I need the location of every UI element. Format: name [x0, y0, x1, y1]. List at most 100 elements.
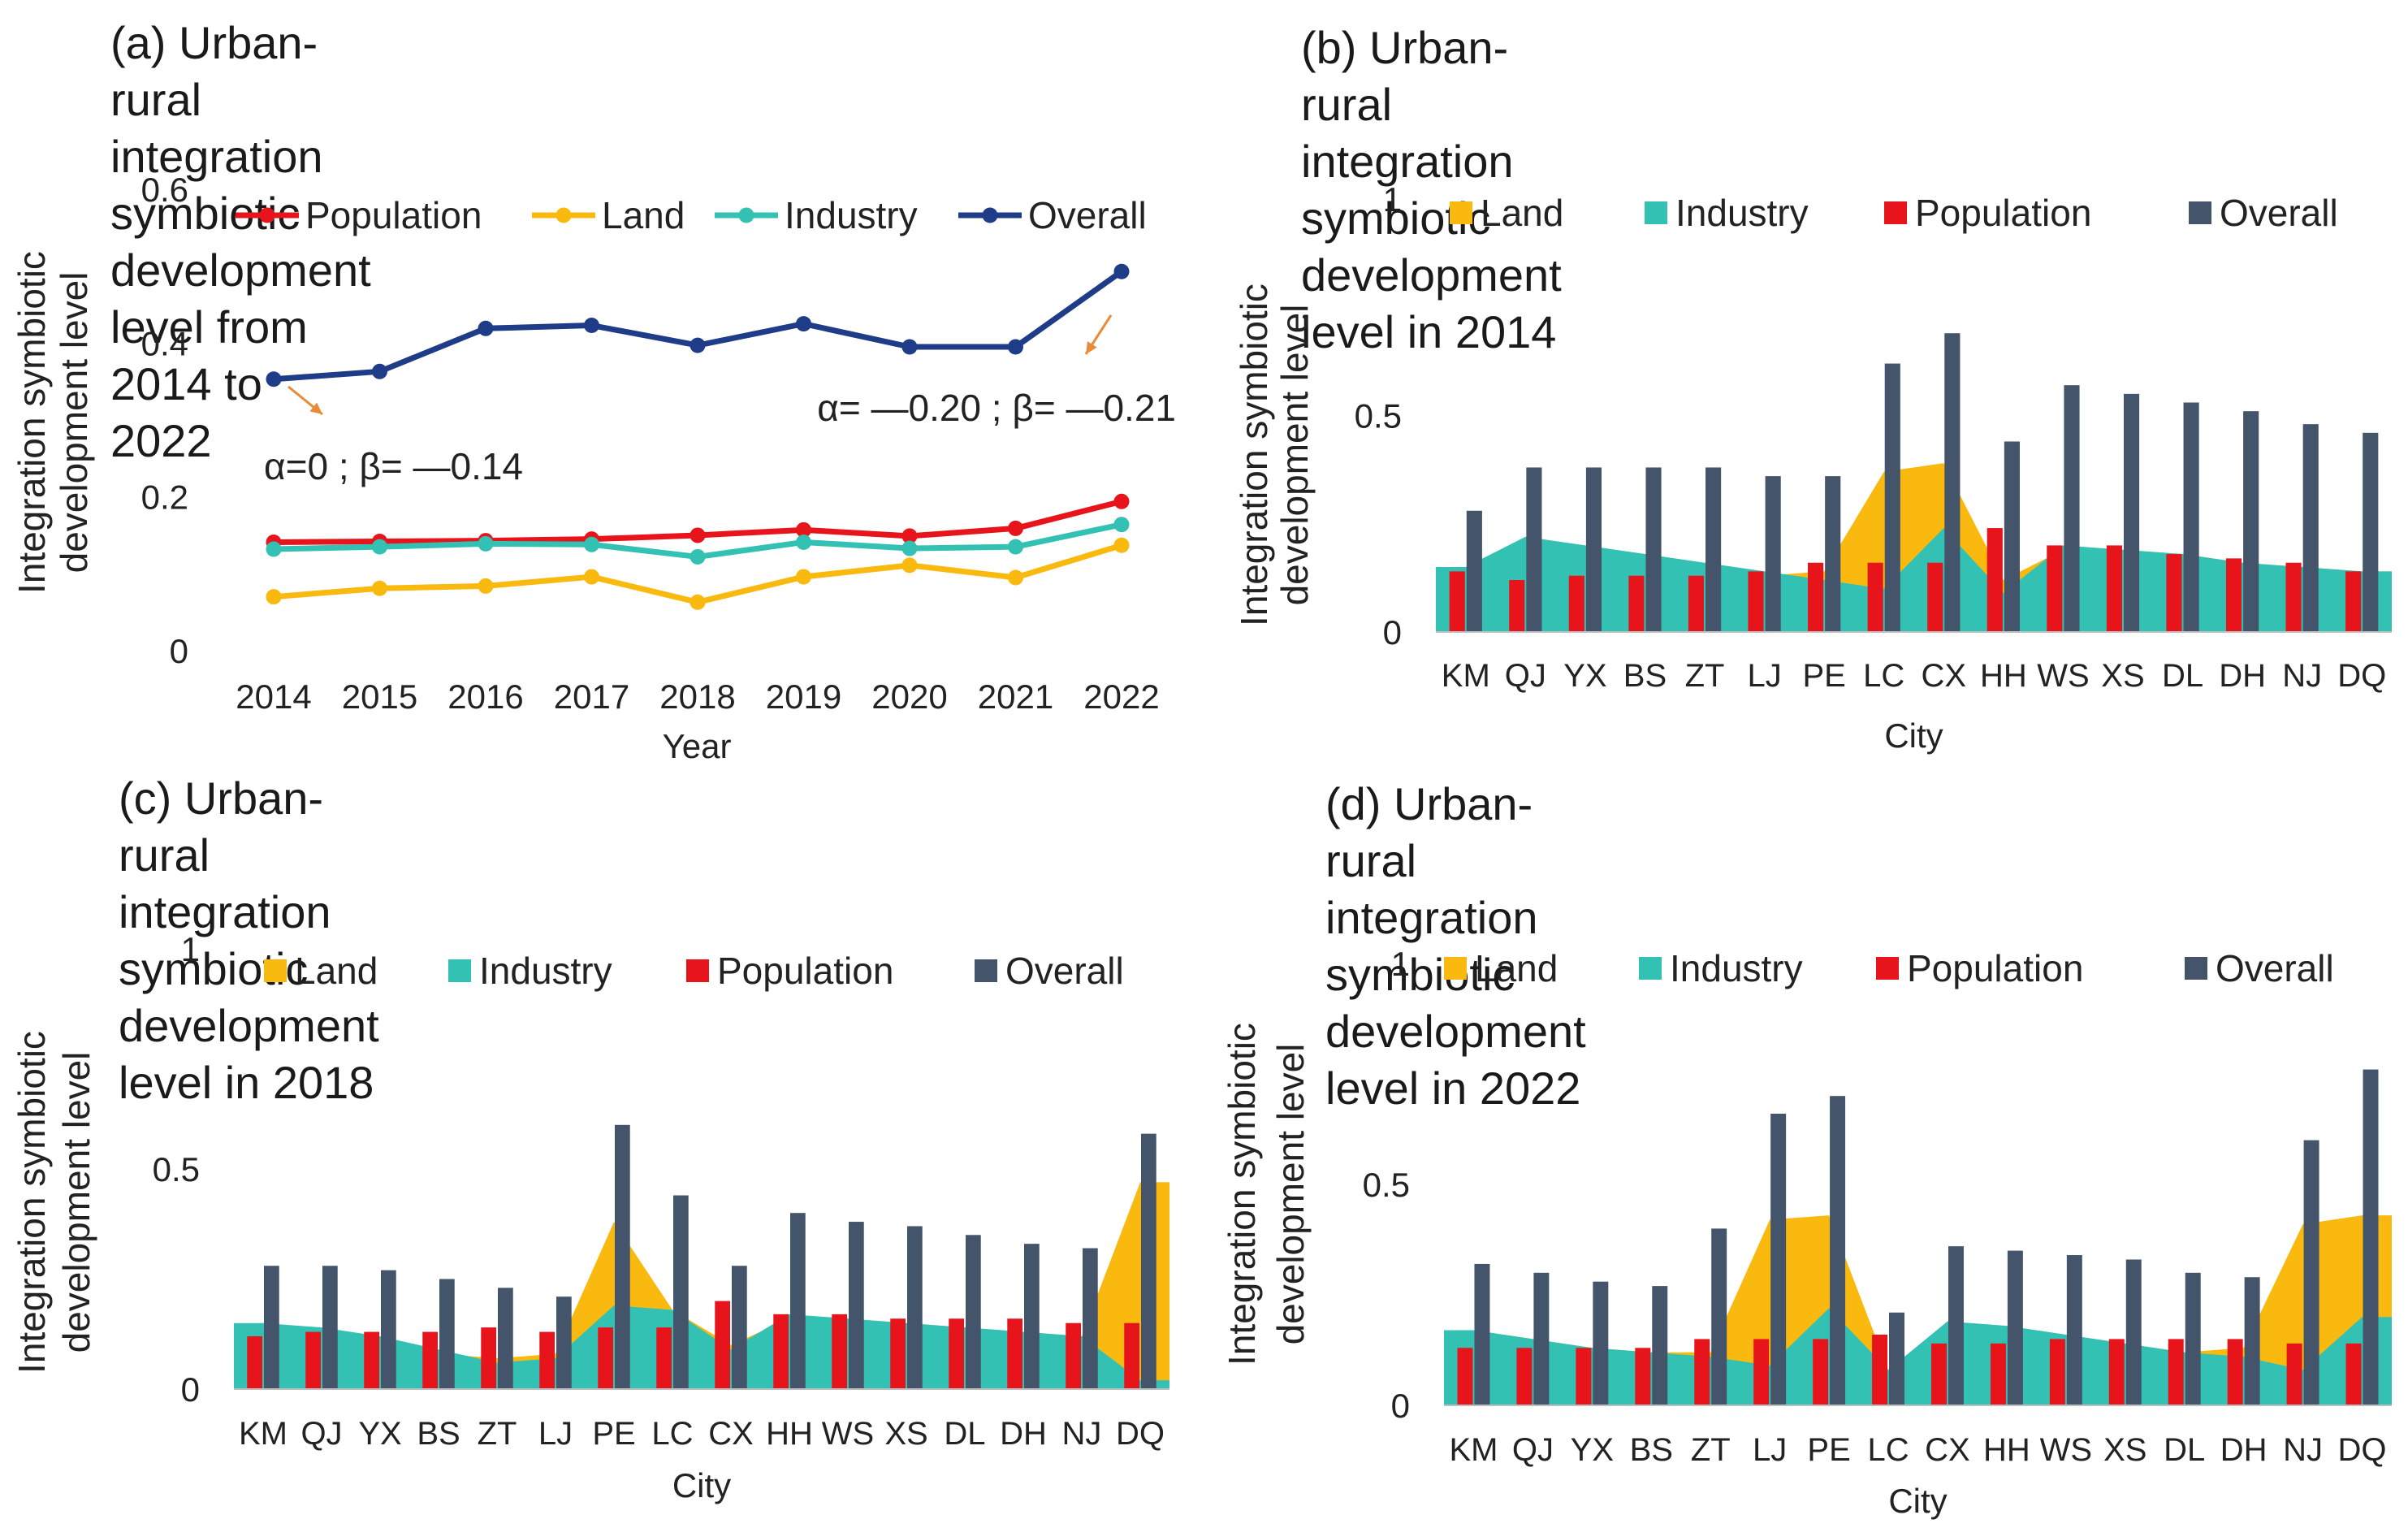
b-legend-label-overall: Overall — [2220, 192, 2338, 234]
a-arrow-2022-head — [1086, 341, 1097, 354]
d-legend-swatch-industry — [1639, 957, 1662, 980]
d-bar-overall-KM — [1474, 1263, 1490, 1405]
d-xtick-NJ: NJ — [2283, 1432, 2323, 1468]
a-legend-marker-industry — [738, 207, 754, 223]
d-ytick-0: 0 — [1391, 1387, 1410, 1425]
b-bar-overall-BS — [1645, 467, 1662, 632]
d-bar-overall-PE — [1830, 1096, 1846, 1405]
a-point-overall-2016 — [478, 320, 494, 336]
c-xtick-DH: DH — [1000, 1416, 1047, 1452]
b-bar-population-DQ — [2345, 571, 2362, 632]
d-xtick-DL: DL — [2164, 1432, 2205, 1468]
a-point-land-2014 — [266, 589, 282, 605]
c-bar-overall-CX — [732, 1266, 747, 1389]
a-xlabel: Year — [663, 727, 732, 765]
c-bar-overall-DL — [966, 1235, 981, 1389]
c-bar-overall-DQ — [1141, 1133, 1156, 1389]
b-bar-population-YX — [1568, 575, 1584, 632]
c-xtick-NJ: NJ — [1062, 1416, 1102, 1452]
c-bar-overall-QJ — [322, 1266, 338, 1389]
a-point-population-2021 — [1008, 520, 1023, 536]
a-point-industry-2017 — [584, 536, 599, 552]
b-xtick-WS: WS — [2037, 658, 2089, 694]
d-bar-population-PE — [1813, 1339, 1829, 1405]
d-bar-overall-HH — [2007, 1250, 2023, 1405]
d-legend-swatch-land — [1444, 957, 1467, 980]
c-legend-label-land: Land — [295, 950, 378, 992]
b-bar-population-PE — [1808, 562, 1824, 632]
b-xtick-BS: BS — [1623, 658, 1667, 694]
panel-d-title-line1: (d) Urban-rural integration symbiotic de… — [1325, 778, 1586, 1057]
b-bar-overall-NJ — [2302, 424, 2319, 632]
c-bar-overall-LC — [673, 1195, 689, 1389]
a-ylabel-line1: Integration symbiotic — [11, 251, 53, 594]
d-legend-label-land: Land — [1475, 947, 1558, 989]
a-xtick-2018: 2018 — [659, 677, 735, 716]
b-ytick-2: 1 — [1383, 180, 1402, 219]
a-point-population-2019 — [796, 522, 811, 538]
b-bar-overall-YX — [1585, 467, 1602, 632]
b-xtick-LC: LC — [1863, 658, 1904, 694]
panel-c-title: (c) Urban-rural integration symbiotic de… — [119, 770, 379, 1111]
b-xtick-HH: HH — [1980, 658, 2027, 694]
a-point-overall-2018 — [690, 337, 706, 353]
c-bar-overall-KM — [264, 1266, 279, 1389]
c-xtick-BS: BS — [417, 1416, 460, 1452]
d-bar-overall-LC — [1889, 1312, 1904, 1405]
c-ylabel-line1: Integration symbiotic — [11, 1031, 53, 1374]
b-xlabel: City — [1884, 716, 1943, 755]
d-xtick-BS: BS — [1630, 1432, 1673, 1468]
d-bar-population-QJ — [1516, 1348, 1533, 1405]
a-point-industry-2018 — [690, 548, 706, 565]
d-bar-population-NJ — [2286, 1343, 2302, 1405]
b-bar-population-ZT — [1688, 575, 1705, 632]
d-xtick-WS: WS — [2040, 1432, 2092, 1468]
d-legend-swatch-population — [1876, 957, 1899, 980]
b-bar-population-NJ — [2285, 562, 2302, 632]
d-xtick-XS: XS — [2103, 1432, 2146, 1468]
b-bar-population-CX — [1927, 562, 1943, 632]
d-xtick-HH: HH — [1983, 1432, 2030, 1468]
a-point-industry-2022 — [1113, 517, 1130, 533]
c-bar-population-QJ — [305, 1331, 321, 1389]
a-point-industry-2021 — [1008, 539, 1023, 555]
c-bar-population-NJ — [1066, 1322, 1081, 1389]
d-xtick-DH: DH — [2220, 1432, 2267, 1468]
a-legend-label-population: Population — [305, 194, 482, 236]
a-point-overall-2017 — [584, 318, 599, 334]
a-point-overall-2020 — [901, 339, 918, 355]
a-point-industry-2014 — [266, 541, 282, 557]
c-ytick-1: 0.5 — [153, 1150, 200, 1188]
c-bar-overall-ZT — [498, 1288, 513, 1389]
d-bar-overall-WS — [2066, 1255, 2082, 1405]
d-xtick-LC: LC — [1867, 1432, 1909, 1468]
b-legend-label-industry: Industry — [1675, 192, 1809, 234]
a-point-land-2022 — [1113, 537, 1130, 553]
c-bar-population-LJ — [539, 1331, 555, 1389]
b-legend-swatch-land — [1450, 201, 1472, 224]
d-bar-overall-QJ — [1533, 1272, 1550, 1405]
c-legend-label-population: Population — [717, 950, 893, 992]
a-ylabel-line2: development level — [53, 272, 95, 574]
a-legend-marker-overall — [982, 207, 998, 223]
b-bar-population-XS — [2106, 545, 2122, 632]
panel-b-title-line2: level in 2014 — [1301, 306, 1557, 357]
c-xtick-QJ: QJ — [300, 1416, 342, 1452]
c-bar-population-BS — [422, 1331, 438, 1389]
d-ytick-2: 1 — [1391, 945, 1410, 983]
c-legend-swatch-overall — [975, 959, 997, 982]
c-xtick-CX: CX — [708, 1416, 754, 1452]
c-bar-overall-WS — [849, 1222, 864, 1389]
b-ytick-1: 0.5 — [1355, 397, 1402, 435]
b-bar-population-BS — [1628, 575, 1645, 632]
b-legend-label-land: Land — [1481, 192, 1563, 234]
d-bar-overall-DH — [2244, 1277, 2260, 1405]
c-bar-population-CX — [715, 1301, 730, 1389]
d-bar-overall-NJ — [2303, 1140, 2319, 1405]
d-bar-population-XS — [2108, 1339, 2125, 1405]
b-bar-overall-HH — [2004, 441, 2020, 632]
a-annotation-2022: α= —0.20 ; β= —0.21 — [817, 387, 1176, 429]
c-bar-overall-NJ — [1083, 1248, 1098, 1389]
